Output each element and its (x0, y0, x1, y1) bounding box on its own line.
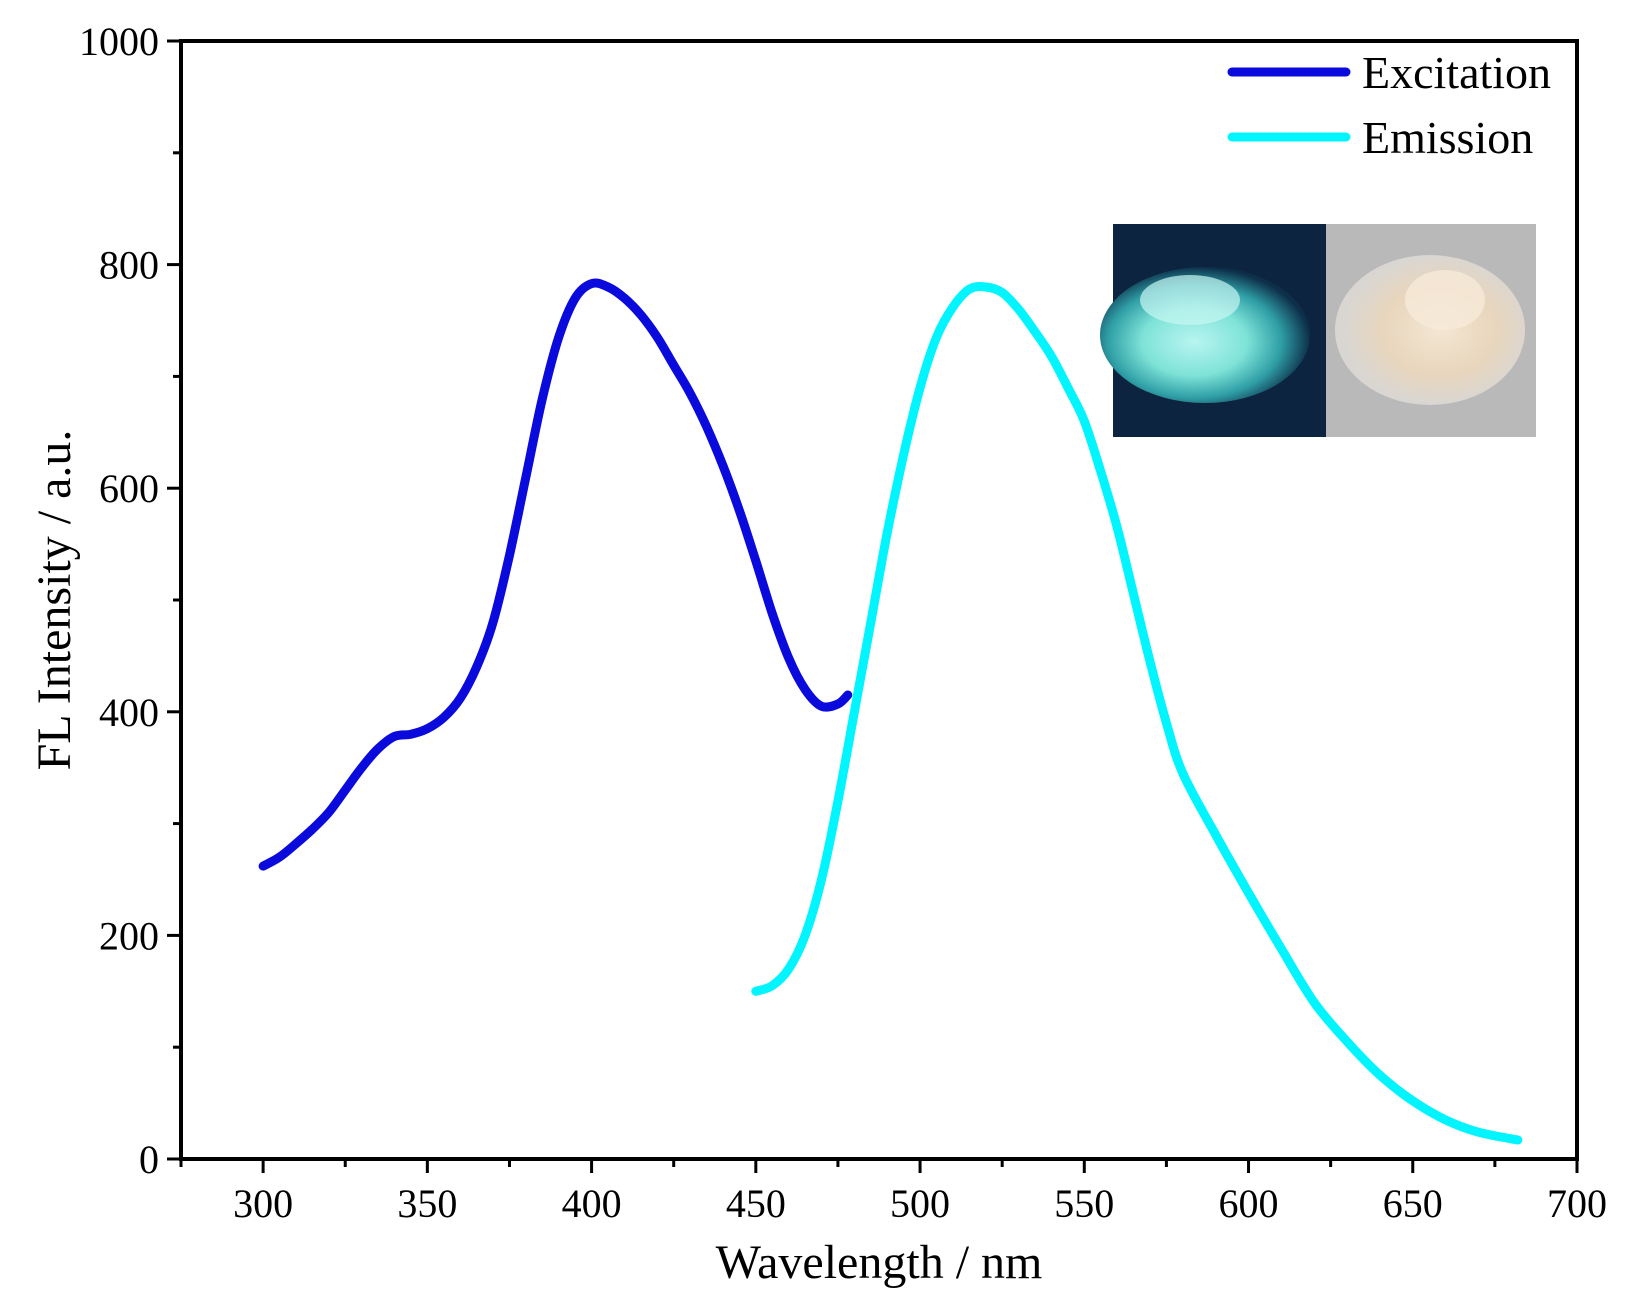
series-line-emission (751, 282, 1523, 1145)
x-tick-label: 300 (233, 1181, 293, 1226)
x-tick-label: 400 (562, 1181, 622, 1226)
x-tick-label: 550 (1054, 1181, 1114, 1226)
y-tick-label: 0 (139, 1137, 159, 1182)
y-tick-label: 200 (99, 913, 159, 958)
series-line-excitation (258, 278, 853, 871)
legend-label-emission: Emission (1362, 112, 1533, 163)
daylight-photo (1326, 224, 1536, 437)
legend: Excitation Emission (1227, 47, 1551, 163)
y-axis-title: FL Intensity / a.u. (28, 430, 81, 771)
inset-photos (1100, 224, 1536, 437)
y-tick-label: 800 (99, 243, 159, 288)
x-tick-label: 500 (890, 1181, 950, 1226)
y-tick-label: 400 (99, 690, 159, 735)
x-tick-label: 600 (1219, 1181, 1279, 1226)
legend-label-excitation: Excitation (1362, 47, 1551, 98)
y-tick-label: 1000 (79, 19, 159, 64)
plot-layer (258, 278, 1523, 1145)
x-tick-label: 700 (1547, 1181, 1607, 1226)
axes-layer: 300 350 400 450 500 550 600 650 700 0 200 400 600 800… (79, 19, 1607, 1226)
x-tick-label: 450 (726, 1181, 786, 1226)
uv-photo (1100, 224, 1326, 437)
x-tick-label: 650 (1383, 1181, 1443, 1226)
x-tick-label: 350 (397, 1181, 457, 1226)
y-tick-label: 600 (99, 466, 159, 511)
x-axis-title: Wavelength / nm (716, 1236, 1043, 1289)
